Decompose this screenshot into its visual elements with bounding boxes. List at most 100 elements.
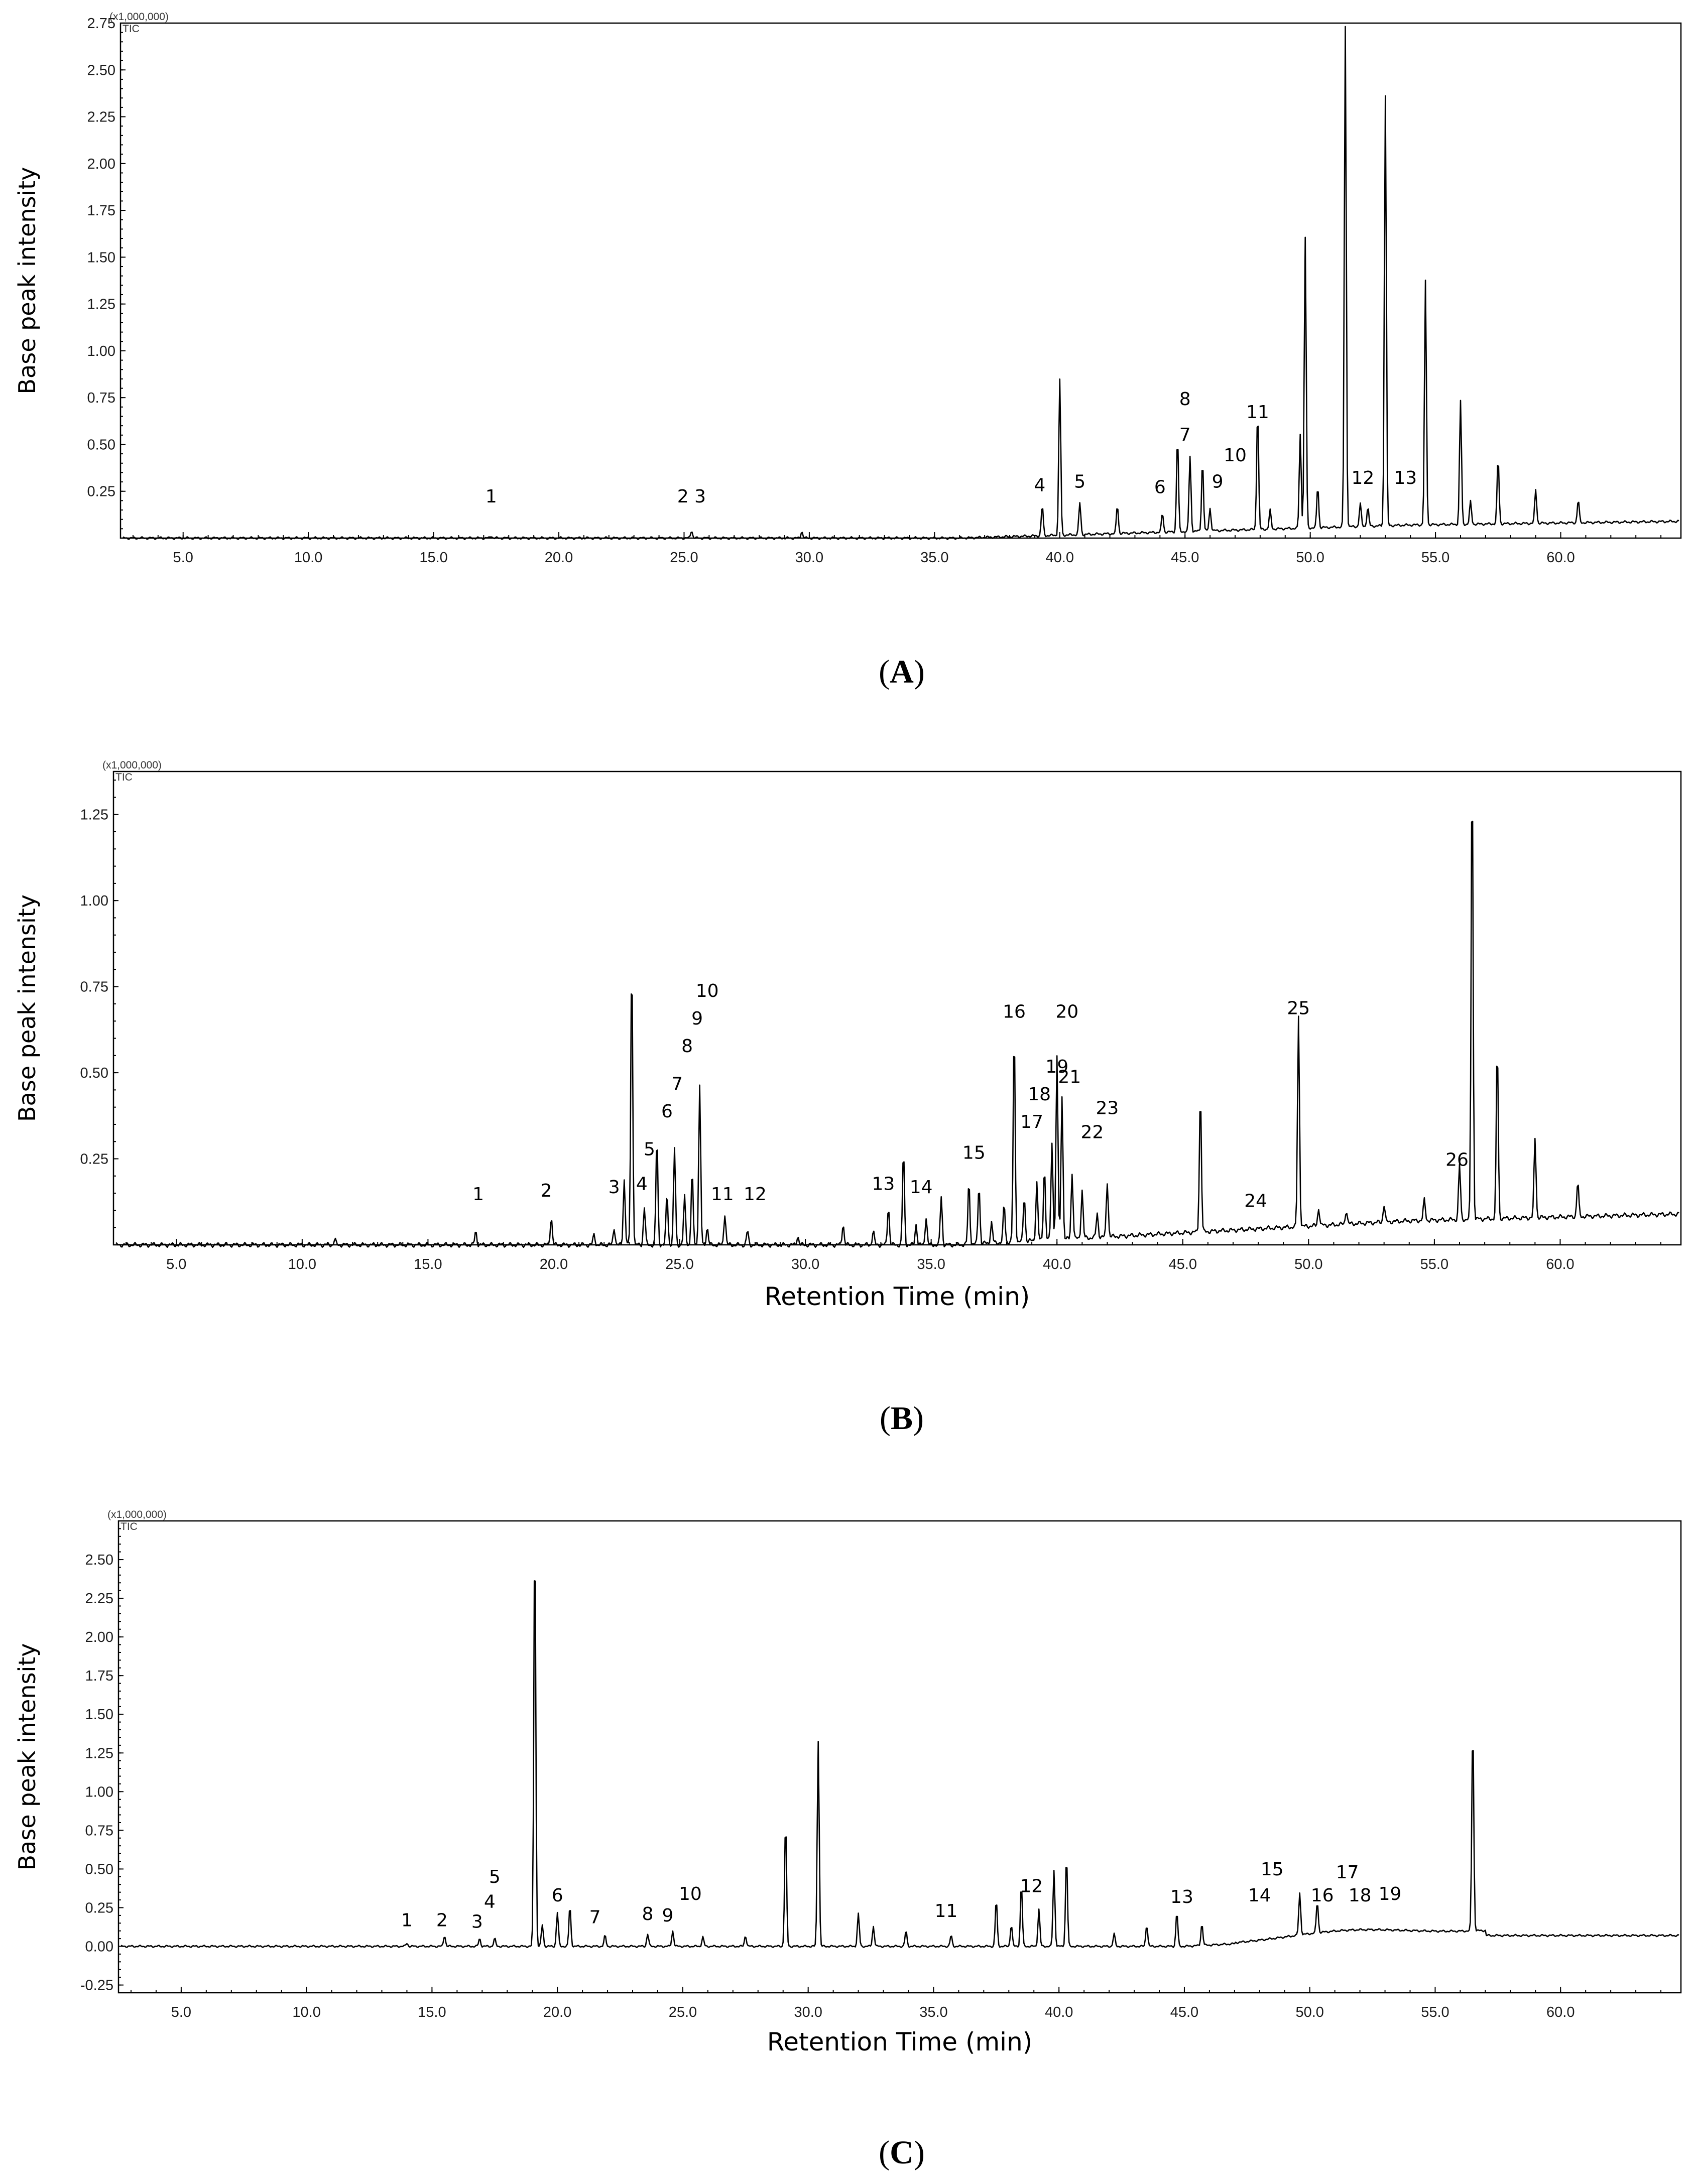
peak-label: 13 [1394,468,1417,488]
peak-label: 26 [1445,1149,1469,1170]
peak-label: 13 [1170,1887,1193,1907]
peak-label: 16 [1003,1001,1026,1022]
x-tick-label: 10.0 [292,2004,320,2020]
y-tick-label: 2.00 [85,1629,113,1645]
y-tick-label: 0.75 [87,390,115,406]
peak-label: 20 [1055,1001,1078,1022]
x-tick-label: 55.0 [1421,550,1449,566]
peak-label: 5 [489,1867,501,1887]
peak-label: 7 [1179,425,1191,445]
peak-label: 10 [696,981,719,1001]
x-tick-label: 55.0 [1420,1256,1448,1272]
x-tick-label: 30.0 [795,550,823,566]
peak-label: 4 [636,1174,648,1194]
peak-label: 11 [935,1901,958,1921]
peak-label: 7 [671,1074,683,1094]
peak-label: 9 [1212,471,1224,492]
x-axis-label: Retention Time (min) [767,2027,1033,2057]
unit-label: (x1,000,000) [107,1509,167,1520]
x-tick-label: 20.0 [540,1256,568,1272]
y-tick-label: 1.00 [85,1784,113,1800]
peak-label: 2 3 [677,486,706,507]
peak-label: 12 [1352,468,1375,488]
x-tick-label: 60.0 [1546,550,1575,566]
panel-caption: (B) [880,1400,924,1437]
x-tick-label: 20.0 [543,2004,571,2020]
trace-label: TIC [123,23,140,35]
y-tick-label: 1.50 [87,249,115,266]
y-tick-label: 1.25 [87,297,115,313]
x-tick-label: 15.0 [418,2004,446,2020]
x-tick-label: 5.0 [166,1256,186,1272]
y-tick-label: 2.25 [85,1591,113,1607]
peak-label: 22 [1080,1122,1104,1142]
y-axis-label: Base peak intensity [14,894,41,1122]
peak-label: 1 [472,1184,484,1205]
plot-frame [119,22,1682,539]
x-tick-label: 45.0 [1171,550,1199,566]
x-tick-label: 40.0 [1045,2004,1073,2020]
trace-label: TIC [120,1521,138,1532]
peak-label: 12 [1020,1876,1043,1897]
peak-label: 1 [401,1910,413,1931]
peak-label: 8 [681,1036,693,1057]
peak-label: 19 [1045,1057,1068,1077]
peak-label: 8 [1179,389,1191,410]
x-tick-label: 60.0 [1546,2004,1575,2020]
peak-label: 10 [679,1884,702,1904]
peak-label: 19 [1379,1884,1402,1904]
peak-label: 9 [691,1008,703,1029]
x-tick-label: 10.0 [294,550,322,566]
peak-label: 21 [1058,1067,1081,1088]
panel-caption: (A) [879,654,925,690]
x-tick-label: 5.0 [173,550,193,566]
x-tick-label: 55.0 [1421,2004,1449,2020]
x-tick-label: 25.0 [670,550,698,566]
peak-label: 11 [1246,402,1269,423]
x-tick-label: 30.0 [791,1256,819,1272]
x-tick-label: 20.0 [545,550,573,566]
peak-label: 14 [1248,1885,1271,1906]
peak-label: 24 [1244,1191,1267,1212]
y-tick-label: 0.25 [80,1151,108,1168]
peak-label: 5 [1074,471,1085,492]
y-tick-label: 2.00 [87,156,115,172]
y-tick-label: 0.50 [87,437,115,453]
y-tick-label: 1.00 [80,893,108,909]
y-tick-label: 1.75 [85,1668,113,1684]
peak-label: 7 [589,1907,601,1928]
x-tick-label: 50.0 [1296,550,1324,566]
peak-label: 3 [471,1912,483,1933]
peak-label: 4 [1034,475,1045,496]
y-tick-label: 0.75 [85,1823,113,1839]
chart-panel-A: (x1,000,000)TIC 0.25 0.50 0.75 1.00 1.25 1.50 1… [14,11,1682,690]
chart-panel-C: (x1,000,000)TIC -0.25 0.00 0.25 0.50 0.75 1.00… [14,1509,1682,2171]
peak-label: 6 [661,1101,673,1122]
y-tick-label: 2.25 [87,109,115,125]
y-tick-label: 0.25 [87,484,115,500]
y-tick-label: 1.25 [80,807,108,823]
x-tick-label: 35.0 [917,1256,945,1272]
y-tick-label: 0.50 [80,1065,108,1081]
y-tick-label: 0.25 [85,1900,113,1916]
x-tick-label: 30.0 [794,2004,822,2020]
y-tick-label: 0.00 [85,1939,113,1955]
peak-label: 4 [484,1891,496,1912]
x-tick-label: 50.0 [1295,2004,1323,2020]
trace-label: TIC [115,772,133,783]
y-tick-label: 2.50 [85,1552,113,1568]
tic-trace [120,1580,1679,1948]
peak-label: 10 [1224,445,1247,466]
x-tick-label: 45.0 [1169,1256,1197,1272]
x-axis-label: Retention Time (min) [765,1282,1030,1311]
y-tick-label: 0.75 [80,979,108,995]
x-tick-label: 40.0 [1043,1256,1071,1272]
peak-label: 17 [1336,1862,1359,1883]
x-tick-label: 15.0 [414,1256,442,1272]
peak-label: 18 [1028,1084,1051,1105]
x-tick-label: 60.0 [1546,1256,1574,1272]
x-tick-label: 35.0 [920,550,948,566]
peak-label: 2 [436,1910,448,1931]
peak-label: 12 [744,1184,767,1205]
